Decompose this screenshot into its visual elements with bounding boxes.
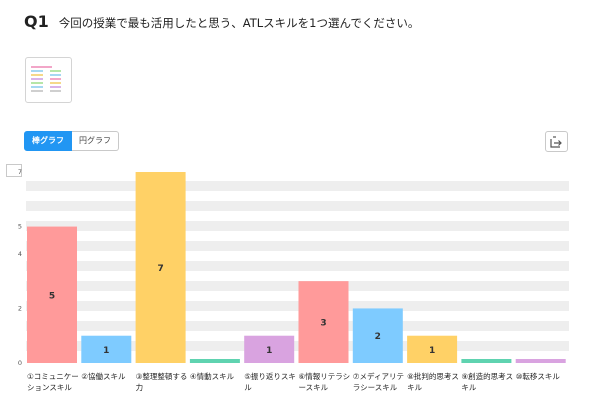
question-number: Q1	[24, 12, 49, 31]
bar-6[interactable]	[298, 281, 349, 363]
grid-band	[26, 201, 569, 211]
bar-value-label-6: 3	[320, 319, 326, 329]
bar-3[interactable]	[135, 172, 186, 363]
bar-value-label-8: 1	[429, 346, 435, 356]
grid-band	[26, 261, 569, 271]
y-tick-label-2: 4	[18, 250, 22, 258]
bar-1[interactable]	[27, 226, 77, 363]
category-label-8: ⑧批判的思考スキル	[407, 372, 459, 392]
category-label-7: ⑦メディアリテラシースキル	[352, 372, 404, 392]
grid-band	[26, 341, 569, 351]
worksheet-thumbnail-icon[interactable]	[25, 57, 72, 103]
bar-2[interactable]	[81, 335, 132, 363]
bar-value-label-2: 1	[103, 346, 109, 356]
export-icon	[550, 135, 562, 148]
category-label-1: ①コミュニケーションスキル	[27, 372, 79, 392]
bar-9[interactable]	[461, 359, 512, 363]
y-tick-label-0: 0	[18, 359, 22, 367]
bar-value-label-1: 5	[49, 291, 55, 301]
category-label-10: ⑩転移スキル	[515, 372, 560, 381]
bar-value-label-7: 2	[375, 332, 381, 342]
bar-value-label-3: 7	[157, 264, 163, 274]
grid-band	[26, 181, 569, 191]
category-label-9: ⑨創造的思考スキル	[461, 372, 514, 392]
y-tick-label-3: 5	[18, 223, 22, 231]
grid-band	[26, 221, 569, 231]
y-max-input[interactable]	[6, 164, 22, 177]
y-tick-label-4: 7	[18, 168, 22, 176]
pie-chart-tab[interactable]: 円グラフ	[72, 131, 119, 151]
grid-band	[26, 301, 569, 311]
export-button[interactable]	[545, 131, 568, 152]
bar-5[interactable]	[244, 335, 295, 363]
question-header: Q1 今回の授業で最も活用したと思う、ATLスキルを1つ選んでください。	[24, 12, 419, 31]
grid-band	[26, 241, 569, 251]
grid-band	[26, 281, 569, 291]
y-tick-label-1: 2	[18, 304, 22, 312]
category-label-2: ②協働スキル	[81, 372, 126, 381]
question-text: 今回の授業で最も活用したと思う、ATLスキルを1つ選んでください。	[58, 16, 420, 30]
chart-type-toggle: 棒グラフ 円グラフ	[24, 131, 119, 151]
grid-band	[26, 321, 569, 331]
category-label-4: ④情動スキル	[189, 372, 235, 381]
category-label-6: ⑥情報リテラシースキル	[298, 372, 351, 392]
bar-value-label-5: 1	[266, 346, 272, 356]
category-label-3: ③整理整頓する力	[135, 372, 188, 392]
bar-4[interactable]	[189, 359, 240, 363]
bar-8[interactable]	[407, 335, 458, 363]
bar-10[interactable]	[515, 359, 566, 363]
category-label-5: ⑤振り返りスキル	[244, 372, 296, 392]
bar-chart-tab[interactable]: 棒グラフ	[24, 131, 72, 151]
bar-7[interactable]	[352, 308, 403, 363]
